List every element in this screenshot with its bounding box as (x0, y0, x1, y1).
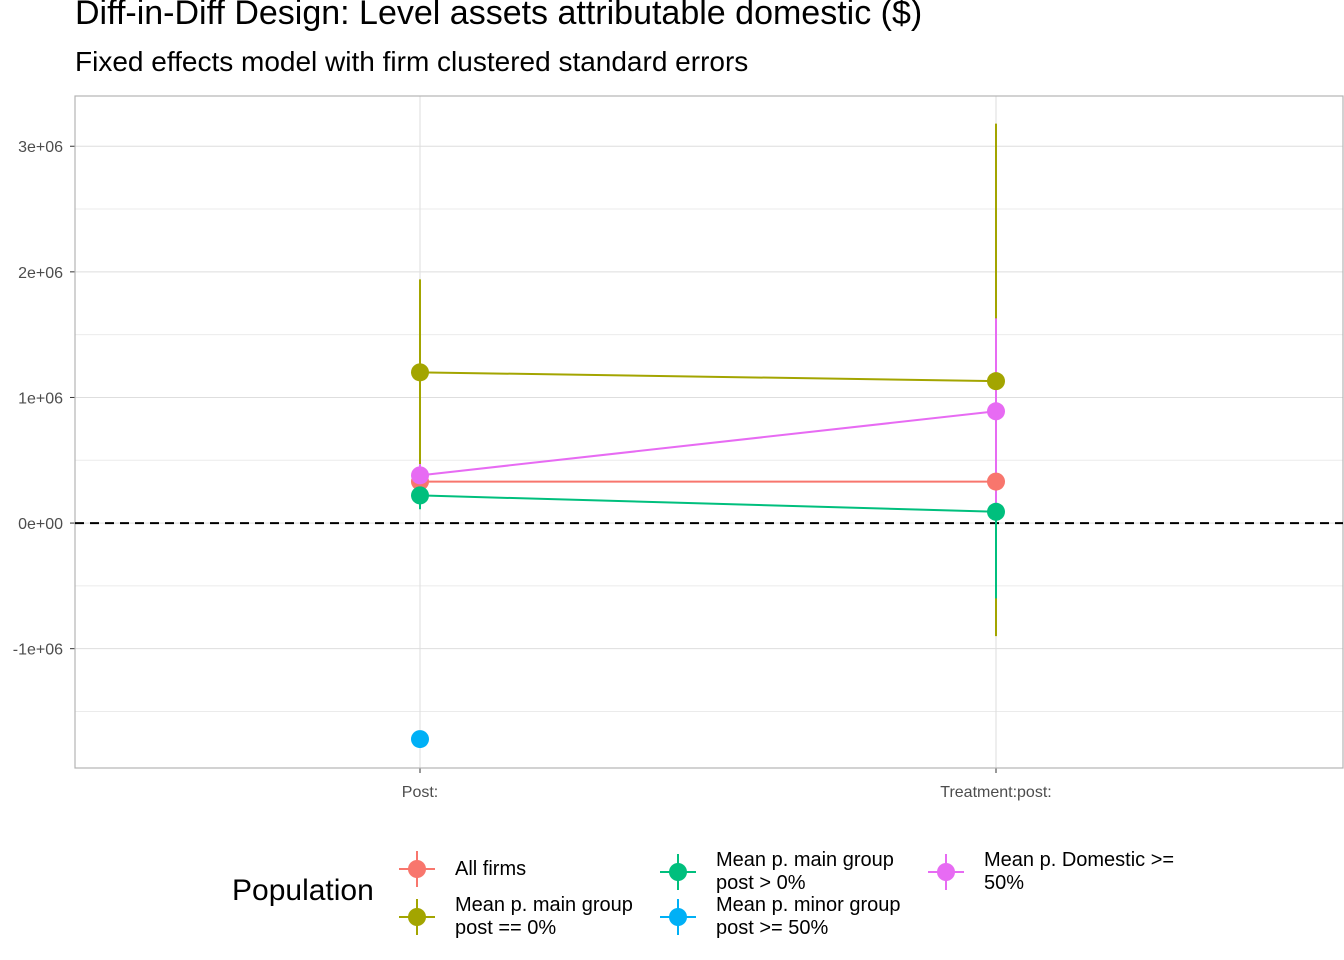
legend-item: Mean p. Domestic >= 50% (926, 849, 1174, 895)
legend-title: Population (232, 874, 374, 907)
y-tick-label: 3e+06 (18, 139, 63, 156)
series-line (419, 410, 997, 477)
legend-key-icon (660, 854, 696, 890)
legend-key-icon (399, 851, 435, 887)
legend-key-icon (399, 899, 435, 935)
data-point (411, 363, 429, 382)
data-point (987, 372, 1005, 391)
legend-item: Mean p. main group post > 0% (658, 849, 894, 895)
legend-item: Mean p. minor group post >= 50% (658, 894, 901, 940)
legend-label: Mean p. main group post > 0% (716, 849, 894, 894)
data-point (411, 466, 429, 485)
data-point (411, 486, 429, 505)
legend-label: All firms (455, 857, 527, 880)
legend-item: All firms (397, 849, 526, 889)
y-tick-label: -1e+06 (13, 642, 63, 659)
legend-key-icon (660, 899, 696, 935)
legend-label: Mean p. main group post == 0% (455, 894, 633, 939)
data-point (987, 402, 1005, 421)
y-tick-label: 1e+06 (18, 390, 63, 407)
y-tick-label: 0e+00 (18, 516, 63, 533)
legend-key-icon (928, 854, 964, 890)
legend-label: Mean p. Domestic >= 50% (984, 849, 1175, 894)
data-point (411, 730, 429, 749)
series-line (419, 494, 997, 513)
legend: Population All firms Mean p. main group p… (232, 846, 1232, 946)
series-line (419, 371, 997, 383)
data-point (987, 502, 1005, 521)
chart-title: Diff-in-Diff Design: Level assets attrib… (75, 0, 923, 32)
chart-subtitle: Fixed effects model with firm clustered … (75, 46, 749, 77)
x-tick-label: Treatment:post: (940, 784, 1051, 801)
panel-border (74, 95, 1344, 769)
legend-item: Mean p. main group post == 0% (397, 894, 633, 940)
data-point (987, 472, 1005, 491)
x-tick-label: Post: (402, 784, 438, 801)
legend-label: Mean p. minor group post >= 50% (716, 894, 901, 939)
y-tick-label: 2e+06 (18, 265, 63, 282)
